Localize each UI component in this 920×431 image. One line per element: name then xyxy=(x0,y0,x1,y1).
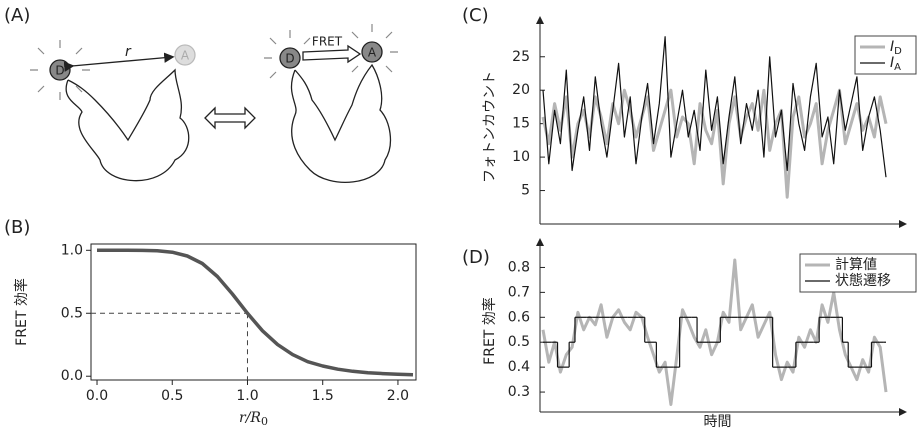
diagram xyxy=(30,24,398,183)
x-axis-label: r/R0 xyxy=(239,410,268,428)
y-tick-label: 15 xyxy=(512,116,530,132)
distance-label: r xyxy=(125,44,132,60)
y-axis-label: フォトンカウント xyxy=(482,71,498,183)
molecule xyxy=(65,68,190,182)
legend-label: ID xyxy=(890,39,902,57)
x-axis-label-subscript: 0 xyxy=(261,415,268,428)
x-tick-label: 1.5 xyxy=(312,388,334,404)
legend-subscript: D xyxy=(894,46,902,57)
y-tick-label: 20 xyxy=(512,82,530,98)
legend-symbol: I xyxy=(890,39,894,55)
x-axis-label-main: r/R xyxy=(239,410,261,426)
dye-label: D xyxy=(285,52,294,66)
y-tick-label: 0.4 xyxy=(508,359,530,375)
y-tick-label: 0.5 xyxy=(61,305,83,321)
data-line xyxy=(97,248,414,377)
x-tick-label: 0.5 xyxy=(161,388,183,404)
x-tick-label: 2.0 xyxy=(387,388,409,404)
legend-label: 計算値 xyxy=(835,257,877,273)
panel-label: (A) xyxy=(4,5,30,26)
legend-subscript: A xyxy=(894,62,901,73)
y-tick-label: 0.8 xyxy=(508,259,530,275)
legend-box xyxy=(854,35,917,75)
legend-box xyxy=(799,253,917,293)
y-tick-label: 0.7 xyxy=(508,284,530,300)
donor-dye xyxy=(279,47,301,69)
panel-label: (C) xyxy=(462,5,489,26)
dye-label: D xyxy=(55,64,64,78)
equilibrium-arrow xyxy=(204,106,256,130)
data-line xyxy=(542,36,887,178)
transfer-label: FRET xyxy=(312,35,343,49)
plot-frame xyxy=(90,243,417,381)
y-tick-label: 25 xyxy=(512,49,530,65)
y-axis-label: FRET 効率 xyxy=(481,297,498,365)
dye-label: A xyxy=(181,49,190,63)
y-tick-label: 0.5 xyxy=(508,334,530,350)
y-tick-label: 10 xyxy=(512,149,530,165)
panel-label: (B) xyxy=(4,217,30,238)
legend-symbol: I xyxy=(890,55,894,71)
y-tick-label: 0.0 xyxy=(61,368,83,384)
transfer-arrow xyxy=(302,44,362,64)
acceptor-dye xyxy=(174,44,196,66)
y-tick-label: 0.3 xyxy=(508,384,530,400)
legend-label: IA xyxy=(890,55,901,73)
dye-label: A xyxy=(368,46,377,60)
y-tick-label: 5 xyxy=(521,183,530,199)
molecule xyxy=(290,63,392,183)
x-axis-label: 時間 xyxy=(704,414,732,430)
x-tick-label: 0.0 xyxy=(86,388,108,404)
legend-label: 状態遷移 xyxy=(835,273,891,289)
distance-arrow xyxy=(63,52,175,72)
data-line xyxy=(541,88,888,199)
y-axis-label: FRET 効率 xyxy=(13,278,30,346)
acceptor-dye xyxy=(361,41,383,63)
panel-label: (D) xyxy=(462,247,490,268)
x-tick-label: 1.0 xyxy=(236,388,258,404)
y-tick-label: 1.0 xyxy=(61,242,83,258)
y-tick-label: 0.6 xyxy=(508,309,530,325)
